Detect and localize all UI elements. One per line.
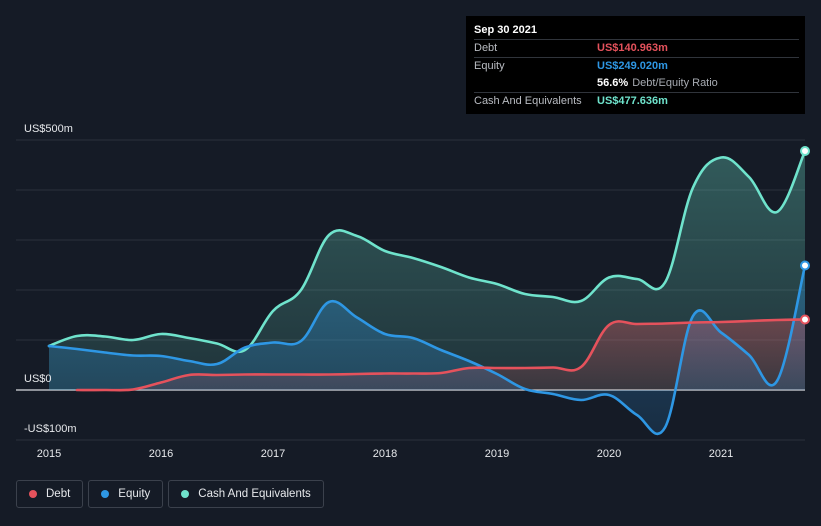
equity-end-point[interactable] [800,260,810,271]
x-axis-ticks: 2015 2016 2017 2018 2019 2020 2021 [37,448,733,460]
tooltip-row-ratio: 56.6% Debt/Equity Ratio [474,74,799,92]
y-axis-ticks: US$500m US$0 -US$100m [24,123,77,435]
tooltip-label: Equity [474,59,505,72]
tooltip-row-debt: Debt US$140.963m [474,39,799,57]
tooltip-label: Debt [474,42,498,54]
x-tick-label: 2016 [149,448,173,460]
cash-and-equivalents-end-point[interactable] [800,146,810,156]
tooltip-label [474,75,597,92]
y-tick-label: US$0 [24,373,52,385]
y-tick-label: -US$100m [24,423,77,435]
legend-item-cash[interactable]: Cash And Equivalents [168,480,324,508]
x-tick-label: 2018 [373,448,397,460]
tooltip-row-equity: Equity US$249.020m [474,56,799,75]
debt-area [77,319,805,391]
debt-end-point[interactable] [800,314,810,325]
legend-label: Equity [118,488,151,500]
x-tick-label: 2017 [261,448,285,460]
series-end-markers [800,146,810,325]
equity-area [49,265,805,434]
tooltip-ratio-suffix: Debt/Equity Ratio [632,77,718,89]
chart-legend: Debt Equity Cash And Equivalents [16,480,329,508]
tooltip-ratio-value: 56.6% [597,77,629,89]
cash-and-equivalents-line [47,149,807,354]
series-lines [47,149,807,436]
legend-dot-icon [101,490,110,498]
legend-label: Cash And Equivalents [198,488,311,500]
x-tick-label: 2019 [485,448,509,460]
tooltip-equity-value: US$249.020m [597,59,668,72]
legend-label: Debt [46,488,71,500]
tooltip-date: Sep 30 2021 [474,24,537,36]
x-tick-label: 2021 [709,448,733,460]
tooltip-row-cash: Cash And Equivalents US$477.636m [474,91,799,110]
tooltip-label: Cash And Equivalents [474,94,582,107]
debt-line [75,318,807,392]
y-tick-label: US$500m [24,123,73,135]
legend-item-debt[interactable]: Debt [16,480,84,508]
tooltip-debt-value: US$140.963m [597,42,668,54]
tooltip-cash-value: US$477.636m [597,94,668,107]
tooltip-panel: Sep 30 2021 Debt US$140.963m Equity US$2… [466,16,805,114]
legend-item-equity[interactable]: Equity [88,480,164,508]
legend-dot-icon [181,490,190,498]
x-tick-label: 2015 [37,448,61,460]
future-shade [805,120,821,440]
series-areas [49,151,805,434]
legend-dot-icon [29,490,37,498]
x-tick-label: 2020 [597,448,621,460]
